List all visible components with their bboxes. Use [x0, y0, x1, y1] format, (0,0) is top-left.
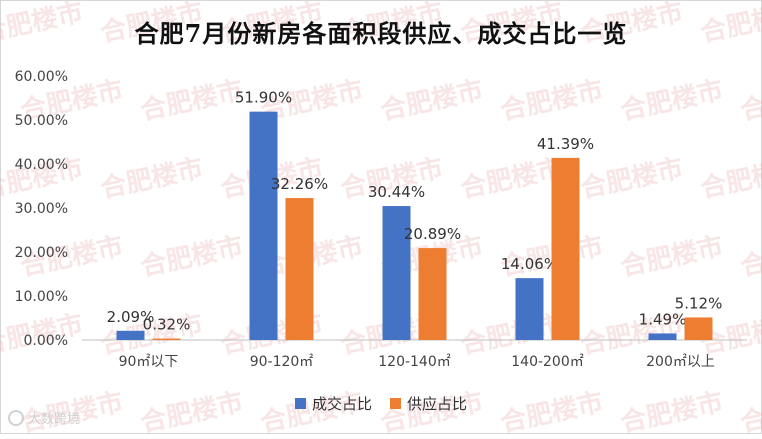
- credit-text: 大数跨境: [28, 412, 81, 427]
- legend-item: 成交占比: [294, 393, 372, 414]
- data-label: 5.12%: [675, 294, 723, 312]
- bar: [285, 198, 314, 340]
- data-label: 14.06%: [501, 255, 558, 273]
- category-label: 90-120㎡: [250, 354, 314, 370]
- legend-label: 成交占比: [311, 395, 372, 413]
- category-label: 140-200㎡: [511, 354, 584, 370]
- bar: [249, 111, 278, 340]
- chart-title: 合肥7月份新房各面积段供应、成交占比一览: [134, 19, 628, 48]
- data-label: 1.49%: [639, 310, 687, 328]
- bar: [551, 157, 580, 340]
- brand-icon: [8, 409, 24, 426]
- chart-legend: 成交占比 供应占比: [0, 393, 762, 414]
- legend-swatch: [390, 398, 401, 409]
- bar: [684, 317, 713, 340]
- data-label: 2.09%: [107, 308, 155, 326]
- y-tick-label: 0.00%: [24, 333, 68, 349]
- bar: [116, 330, 145, 340]
- bar: [152, 338, 181, 340]
- y-tick-label: 60.00%: [15, 69, 68, 85]
- bar: [418, 248, 447, 340]
- y-tick-label: 50.00%: [15, 113, 68, 129]
- y-tick-label: 40.00%: [15, 157, 68, 173]
- category-label: 90㎡以下: [119, 354, 179, 370]
- bar: [648, 333, 677, 340]
- data-label: 51.90%: [235, 89, 292, 107]
- y-tick-label: 10.00%: [15, 289, 68, 305]
- category-label: 200㎡以上: [646, 354, 715, 370]
- data-label: 20.89%: [404, 225, 461, 243]
- bar: [382, 206, 411, 340]
- data-label: 41.39%: [537, 135, 594, 153]
- data-label: 32.26%: [271, 175, 328, 193]
- source-credit: 大数跨境: [8, 408, 80, 427]
- category-label: 120-140㎡: [378, 354, 451, 370]
- legend-label: 供应占比: [407, 395, 468, 413]
- data-label: 30.44%: [368, 183, 425, 201]
- legend-swatch: [294, 398, 306, 409]
- legend-item: 供应占比: [390, 393, 467, 414]
- y-tick-label: 20.00%: [15, 245, 68, 261]
- bar: [515, 278, 544, 340]
- data-label: 0.32%: [143, 316, 191, 334]
- y-tick-label: 30.00%: [15, 201, 68, 217]
